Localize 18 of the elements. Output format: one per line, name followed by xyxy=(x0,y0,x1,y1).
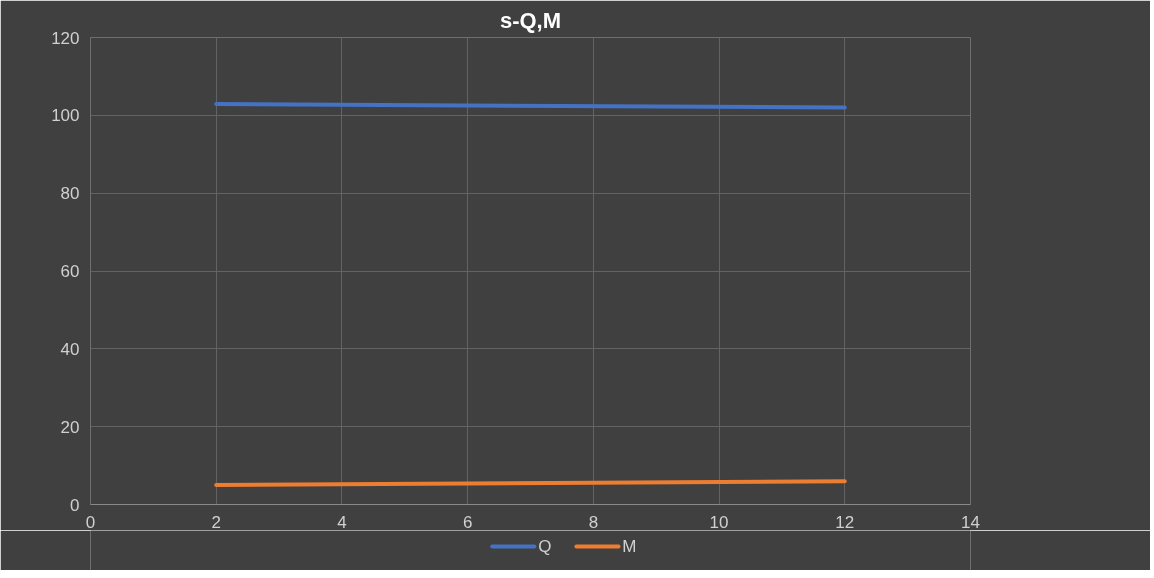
y-tick-label: 60 xyxy=(60,262,80,281)
y-tick-label: 80 xyxy=(60,184,80,204)
y-tick-label: 120 xyxy=(51,28,80,48)
x-tick-label: 12 xyxy=(835,512,855,532)
x-tick-label: 14 xyxy=(961,512,980,532)
chart-title: s-Q,M xyxy=(499,7,562,33)
x-tick-label: 4 xyxy=(337,512,347,532)
x-tick-label: 2 xyxy=(211,512,221,532)
x-tick-label: 0 xyxy=(85,512,96,532)
legend-label: M xyxy=(622,537,637,556)
legend-label: Q xyxy=(538,537,552,556)
x-tick-label: 6 xyxy=(462,512,473,532)
y-tick-label: 20 xyxy=(60,417,80,437)
y-tick-label: 100 xyxy=(51,106,80,126)
x-tick-label: 10 xyxy=(709,512,729,532)
x-tick-label: 8 xyxy=(588,512,599,532)
y-tick-label: 40 xyxy=(60,339,80,359)
y-tick-label: 0 xyxy=(70,495,80,515)
